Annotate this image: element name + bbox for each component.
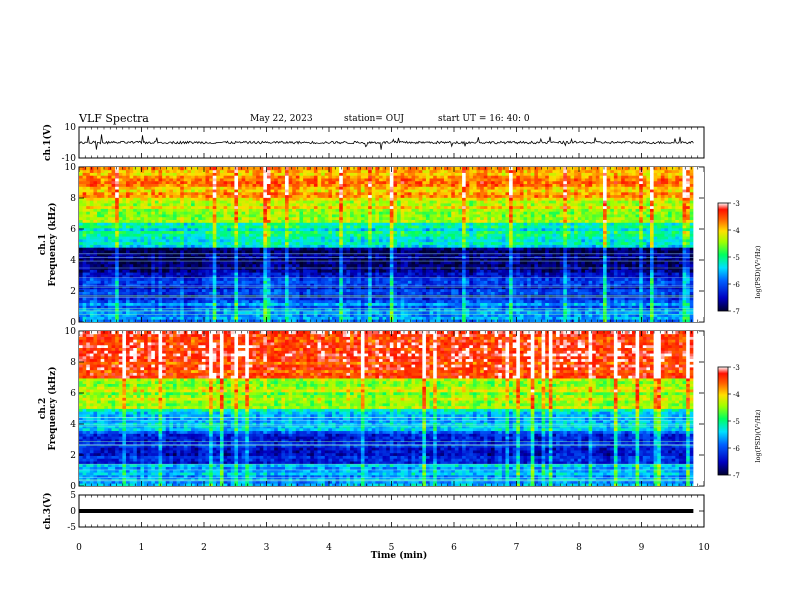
- ch1-colorbar-tick-label: -7: [733, 308, 740, 316]
- ch1-waveform-y-axis-label: ch.1(V): [42, 124, 53, 161]
- ch3-waveform-y-tick-label: 5: [70, 491, 76, 501]
- ch2-spectrogram-y-axis-label: Frequency (kHz): [47, 366, 58, 450]
- ch1-waveform-y-tick-label: -10: [62, 154, 77, 164]
- ch2-spectrogram-heatmap: [79, 331, 704, 486]
- x-tick-label: 6: [451, 543, 457, 553]
- ch1-colorbar-label: log(PSD)(V²/Hz): [754, 245, 762, 298]
- ch1-spectrogram-y-tick-label: 2: [70, 287, 76, 297]
- ch2-colorbar-tick-label: -7: [733, 472, 740, 480]
- station-label: station= OUJ: [344, 114, 404, 124]
- x-tick-label: 5: [389, 543, 395, 553]
- ch2-colorbar-tick-label: -5: [733, 418, 740, 426]
- ch3-waveform-y-axis-label: ch.3(V): [42, 493, 53, 530]
- date-label: May 22, 2023: [250, 114, 313, 124]
- x-tick-label: 1: [139, 543, 145, 553]
- ch2-spectrogram-y-tick-label: 8: [70, 358, 76, 368]
- x-tick-label: 0: [76, 543, 82, 553]
- ch1-colorbar-tick-label: -6: [733, 281, 740, 289]
- ch2-colorbar: [717, 366, 729, 476]
- figure-title: VLF Spectra: [79, 112, 149, 125]
- ch2-spectrogram-y-tick-label: 0: [70, 482, 76, 492]
- ch1-spectrogram-y-tick-label: 10: [65, 163, 77, 173]
- ch1-spectrogram-y-tick-label: 6: [70, 225, 76, 235]
- ch3-waveform-y-tick-label: 0: [70, 507, 76, 517]
- ch2-colorbar-tick-label: -4: [733, 391, 740, 399]
- ch1-waveform-trace: [78, 134, 694, 150]
- ch2-spectrogram-y-tick-label: 2: [70, 451, 76, 461]
- x-tick-label: 4: [326, 543, 332, 553]
- x-tick-label: 9: [639, 543, 645, 553]
- x-tick-label: 8: [576, 543, 582, 553]
- ch3-waveform-y-tick-label: -5: [67, 523, 76, 533]
- x-axis-label: Time (min): [371, 550, 428, 561]
- ch2-spectrogram-y-tick-label: 4: [70, 420, 76, 430]
- start-time-label: start UT = 16: 40: 0: [438, 114, 530, 124]
- ch1-spectrogram-y-axis-label: Frequency (kHz): [47, 202, 58, 286]
- ch1-spectrogram-heatmap: [79, 167, 704, 322]
- ch2-colorbar-tick-label: -3: [733, 364, 740, 372]
- ch1-waveform-y-tick-label: 10: [65, 123, 77, 133]
- ch1-spectrogram-y-axis-label: ch.1: [38, 234, 48, 255]
- ch1-colorbar-tick-label: -5: [733, 254, 740, 262]
- colorbar-labels: -3 -4 -5 -6 -7 log(PSD)(V²/Hz) -3 -4 -5 -6 -7 log(P…: [728, 200, 762, 480]
- x-tick-label: 10: [698, 543, 710, 553]
- ch1-colorbar: [717, 202, 729, 312]
- ch2-spectrogram-y-tick-label: 10: [65, 327, 77, 337]
- ch2-colorbar-label: log(PSD)(V²/Hz): [754, 409, 762, 462]
- ch2-colorbar-tick-label: -6: [733, 445, 740, 453]
- ch1-colorbar-tick-label: -3: [733, 200, 740, 208]
- ch2-spectrogram-y-tick-label: 6: [70, 389, 76, 399]
- ch1-spectrogram-y-tick-label: 8: [70, 194, 76, 204]
- ch2-spectrogram-y-axis-label: ch.2: [38, 398, 48, 419]
- ch1-spectrogram-y-tick-label: 4: [70, 256, 76, 266]
- axis-ticks: [78, 126, 705, 528]
- ch1-colorbar-tick-label: -4: [733, 227, 740, 235]
- x-tick-label: 3: [264, 543, 270, 553]
- x-tick-label: 2: [201, 543, 207, 553]
- x-tick-label: 7: [514, 543, 520, 553]
- ch1-spectrogram-y-tick-label: 0: [70, 318, 76, 328]
